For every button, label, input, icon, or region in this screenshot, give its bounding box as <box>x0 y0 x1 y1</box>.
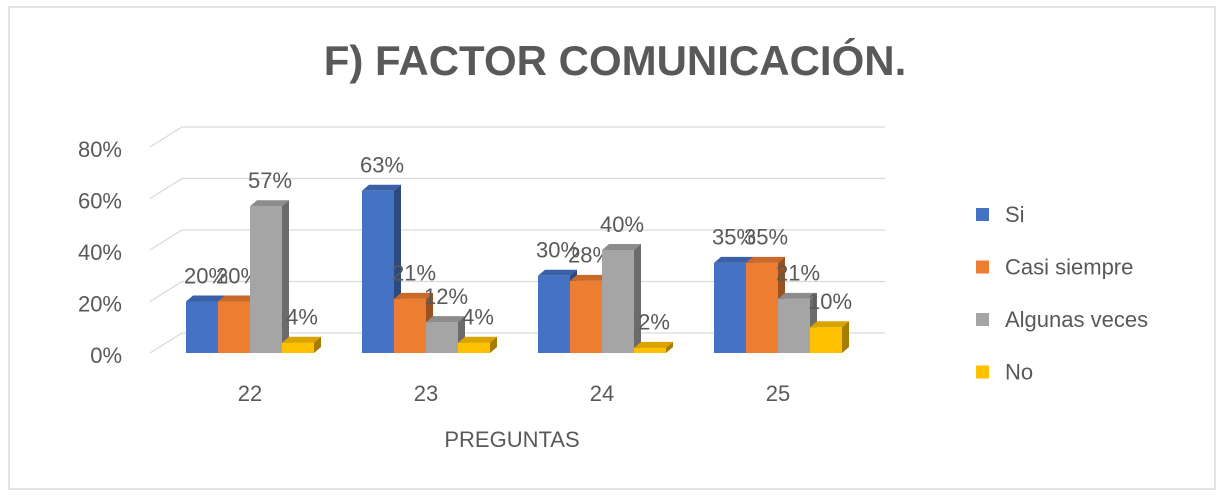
y-tick-label: 80% <box>78 137 122 162</box>
value-label: 35% <box>744 225 788 250</box>
value-label: 4% <box>462 305 494 330</box>
bar <box>186 295 225 353</box>
legend-label: No <box>1005 359 1033 384</box>
x-tick-label: 24 <box>590 381 614 406</box>
bar-side <box>666 341 673 353</box>
legend-swatch <box>976 208 989 221</box>
value-label: 57% <box>248 168 292 193</box>
grid-line <box>149 177 885 200</box>
x-tick-label: 25 <box>766 381 790 406</box>
bar-top <box>746 256 785 263</box>
bar-top <box>218 295 257 302</box>
bar-top <box>538 269 577 276</box>
bar-side <box>282 200 289 353</box>
bar-top <box>634 341 673 348</box>
bar-top <box>362 184 401 191</box>
bar <box>250 200 289 353</box>
bar-front <box>218 301 250 353</box>
value-label: 10% <box>808 289 852 314</box>
bar-top <box>186 295 225 302</box>
value-label: 20% <box>184 263 228 288</box>
bar-top <box>570 274 609 281</box>
y-tick-label: 20% <box>78 291 122 316</box>
legend-label: Casi siempre <box>1005 254 1133 279</box>
bar-front <box>458 342 490 353</box>
bar-front <box>186 301 218 353</box>
bar-front <box>362 190 394 353</box>
bar-side <box>314 336 321 353</box>
bar-side <box>634 244 641 353</box>
bar-front <box>778 298 810 353</box>
value-label: 21% <box>392 261 436 286</box>
grid-line <box>149 332 885 354</box>
legend-swatch <box>976 365 989 379</box>
grid-line <box>149 280 885 303</box>
legend-label: Si <box>1005 202 1025 227</box>
bar-front <box>602 250 634 353</box>
legend-swatch <box>976 260 989 274</box>
legend-swatch <box>976 313 989 326</box>
bar <box>810 321 849 353</box>
x-tick-label: 22 <box>238 381 262 406</box>
bar <box>602 244 641 353</box>
bar-top <box>714 256 753 263</box>
bar <box>282 336 321 353</box>
value-label: 21% <box>776 261 820 286</box>
bar <box>778 292 817 353</box>
bar-front <box>570 280 602 353</box>
bar-front <box>538 275 570 353</box>
chart-title: F) FACTOR COMUNICACIÓN. <box>324 36 907 84</box>
value-label: 63% <box>360 153 404 178</box>
bar-side <box>490 336 497 353</box>
bar-front <box>426 322 458 353</box>
value-label: 2% <box>638 310 670 335</box>
value-label: 4% <box>286 305 318 330</box>
value-label: 35% <box>712 225 756 250</box>
value-label: 12% <box>424 284 468 309</box>
legend-label: Algunas veces <box>1005 307 1148 332</box>
bar-top <box>778 292 817 299</box>
y-tick-label: 40% <box>78 240 122 265</box>
x-axis-title: PREGUNTAS <box>444 427 579 452</box>
bar <box>362 184 401 353</box>
bar <box>458 336 497 353</box>
value-label: 40% <box>600 212 644 237</box>
bar-top <box>282 336 321 343</box>
bar-top <box>426 316 465 323</box>
bar <box>634 341 673 353</box>
bar-front <box>746 262 778 353</box>
bar-top <box>250 200 289 207</box>
bar-front <box>714 262 746 353</box>
bar-front <box>394 298 426 353</box>
y-tick-label: 60% <box>78 188 122 213</box>
bar-front <box>634 347 666 353</box>
bar <box>714 256 753 353</box>
bar-top <box>810 321 849 328</box>
bar-side <box>842 321 849 353</box>
bar <box>426 316 465 353</box>
bar-top <box>394 292 433 299</box>
bar-front <box>810 327 842 353</box>
x-tick-label: 23 <box>414 381 438 406</box>
grid-line <box>149 229 885 251</box>
y-tick-label: 0% <box>90 343 122 368</box>
bar-front <box>250 206 282 353</box>
bar-front <box>282 342 314 353</box>
bar-top <box>458 336 497 343</box>
grid-line <box>149 126 885 148</box>
value-label: 30% <box>536 238 580 263</box>
bar-top <box>602 244 641 250</box>
